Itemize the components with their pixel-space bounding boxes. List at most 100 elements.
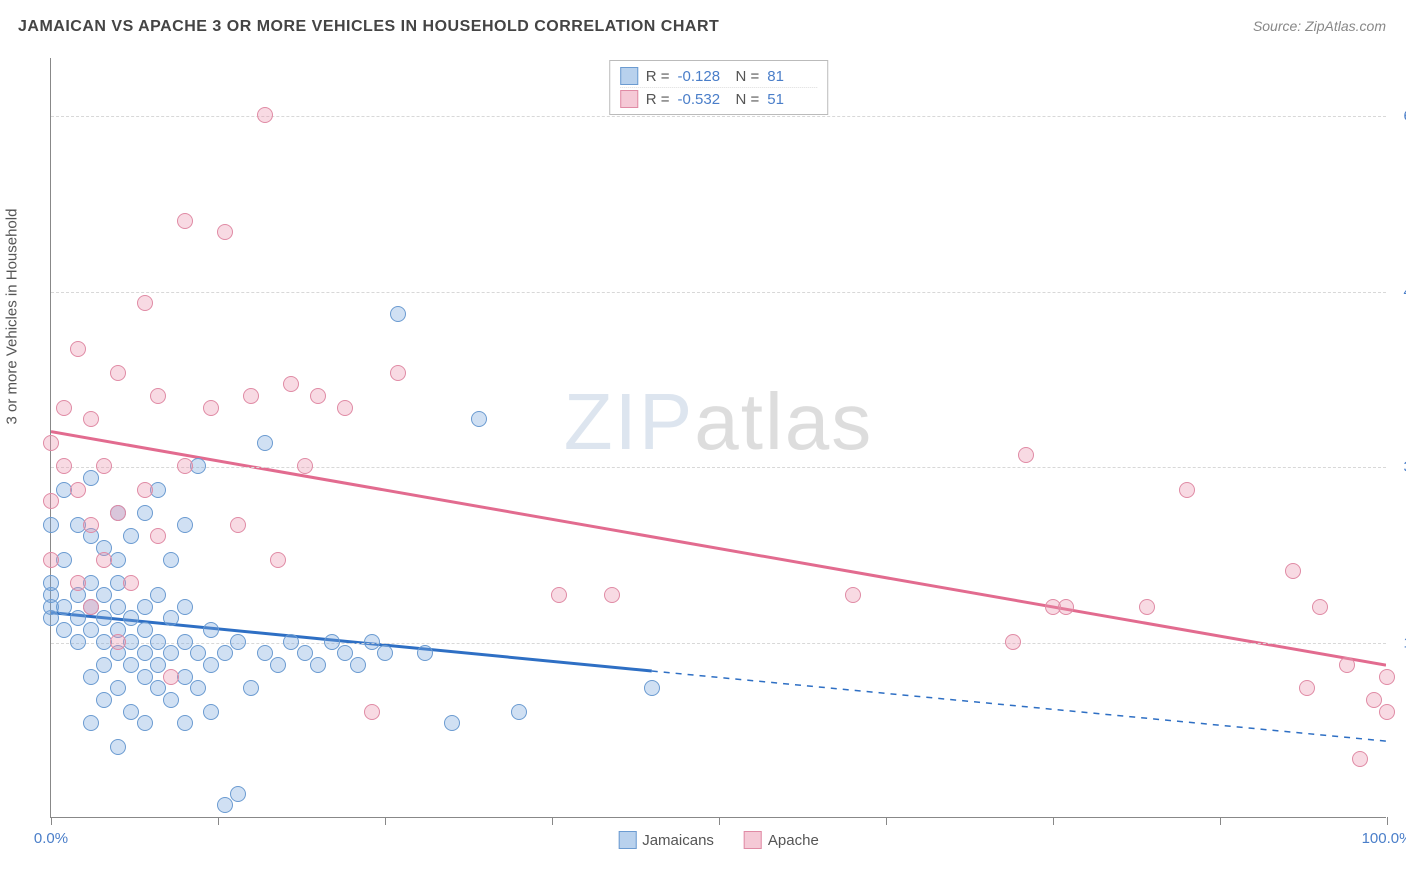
scatter-point [83, 517, 99, 533]
scatter-point [217, 645, 233, 661]
scatter-point [150, 388, 166, 404]
plot-area: ZIPatlas R =-0.128N =81R =-0.532N =51 Ja… [50, 58, 1386, 818]
scatter-point [110, 739, 126, 755]
scatter-point [177, 599, 193, 615]
scatter-point [845, 587, 861, 603]
scatter-point [70, 341, 86, 357]
scatter-point [123, 657, 139, 673]
stat-n-label: N = [736, 91, 760, 108]
x-tick [385, 817, 386, 825]
chart-title: JAMAICAN VS APACHE 3 OR MORE VEHICLES IN… [18, 18, 719, 36]
scatter-point [110, 599, 126, 615]
scatter-point [150, 680, 166, 696]
stats-legend-row: R =-0.532N =51 [620, 87, 818, 110]
legend-swatch [620, 67, 638, 85]
scatter-point [1018, 447, 1034, 463]
scatter-point [43, 435, 59, 451]
scatter-point [1299, 680, 1315, 696]
series-legend-item: Jamaicans [618, 831, 714, 849]
scatter-point [190, 645, 206, 661]
scatter-point [83, 470, 99, 486]
scatter-point [1312, 599, 1328, 615]
scatter-point [83, 669, 99, 685]
series-name: Apache [768, 832, 819, 849]
legend-swatch [744, 831, 762, 849]
scatter-point [390, 306, 406, 322]
scatter-point [337, 400, 353, 416]
scatter-point [70, 610, 86, 626]
scatter-point [110, 365, 126, 381]
scatter-point [324, 634, 340, 650]
scatter-point [56, 622, 72, 638]
scatter-point [163, 669, 179, 685]
scatter-point [1366, 692, 1382, 708]
stat-n-label: N = [736, 68, 760, 85]
gridline-horizontal [51, 292, 1386, 293]
scatter-point [243, 680, 259, 696]
scatter-point [83, 622, 99, 638]
scatter-point [270, 657, 286, 673]
scatter-point [257, 645, 273, 661]
scatter-point [1352, 751, 1368, 767]
scatter-point [96, 610, 112, 626]
scatter-point [417, 645, 433, 661]
scatter-point [230, 517, 246, 533]
scatter-point [511, 704, 527, 720]
legend-swatch [620, 90, 638, 108]
scatter-point [203, 657, 219, 673]
scatter-point [177, 517, 193, 533]
scatter-point [1058, 599, 1074, 615]
stat-n-value: 81 [767, 68, 817, 85]
y-axis-label: 3 or more Vehicles in Household [4, 209, 21, 425]
scatter-point [150, 657, 166, 673]
scatter-point [96, 458, 112, 474]
x-tick [1387, 817, 1388, 825]
gridline-horizontal [51, 116, 1386, 117]
watermark-atlas: atlas [694, 377, 873, 466]
scatter-point [163, 552, 179, 568]
scatter-point [177, 715, 193, 731]
y-tick-label: 30.0% [1391, 459, 1406, 476]
series-legend-item: Apache [744, 831, 819, 849]
x-tick [1220, 817, 1221, 825]
scatter-point [56, 599, 72, 615]
scatter-point [217, 224, 233, 240]
scatter-point [1339, 657, 1355, 673]
scatter-point [56, 400, 72, 416]
scatter-point [1379, 669, 1395, 685]
scatter-point [137, 599, 153, 615]
source-attribution: Source: ZipAtlas.com [1253, 18, 1386, 34]
scatter-point [297, 645, 313, 661]
scatter-point [203, 622, 219, 638]
scatter-point [137, 669, 153, 685]
scatter-point [257, 435, 273, 451]
scatter-point [43, 493, 59, 509]
scatter-point [243, 388, 259, 404]
scatter-point [137, 645, 153, 661]
trend-lines-svg [51, 58, 1386, 817]
scatter-point [1139, 599, 1155, 615]
scatter-point [203, 400, 219, 416]
scatter-point [350, 657, 366, 673]
scatter-point [137, 295, 153, 311]
scatter-point [310, 388, 326, 404]
scatter-point [471, 411, 487, 427]
scatter-point [137, 505, 153, 521]
x-tick [719, 817, 720, 825]
scatter-point [177, 458, 193, 474]
stats-legend-row: R =-0.128N =81 [620, 65, 818, 87]
scatter-point [83, 599, 99, 615]
scatter-point [163, 692, 179, 708]
scatter-point [1005, 634, 1021, 650]
series-legend: Jamaicans Apache [618, 831, 819, 849]
scatter-point [96, 657, 112, 673]
y-tick-label: 15.0% [1391, 634, 1406, 651]
x-tick [886, 817, 887, 825]
scatter-point [43, 575, 59, 591]
scatter-point [96, 587, 112, 603]
chart-container: JAMAICAN VS APACHE 3 OR MORE VEHICLES IN… [0, 0, 1406, 892]
scatter-point [137, 482, 153, 498]
scatter-point [110, 505, 126, 521]
watermark-zip: ZIP [564, 377, 694, 466]
x-tick [51, 817, 52, 825]
